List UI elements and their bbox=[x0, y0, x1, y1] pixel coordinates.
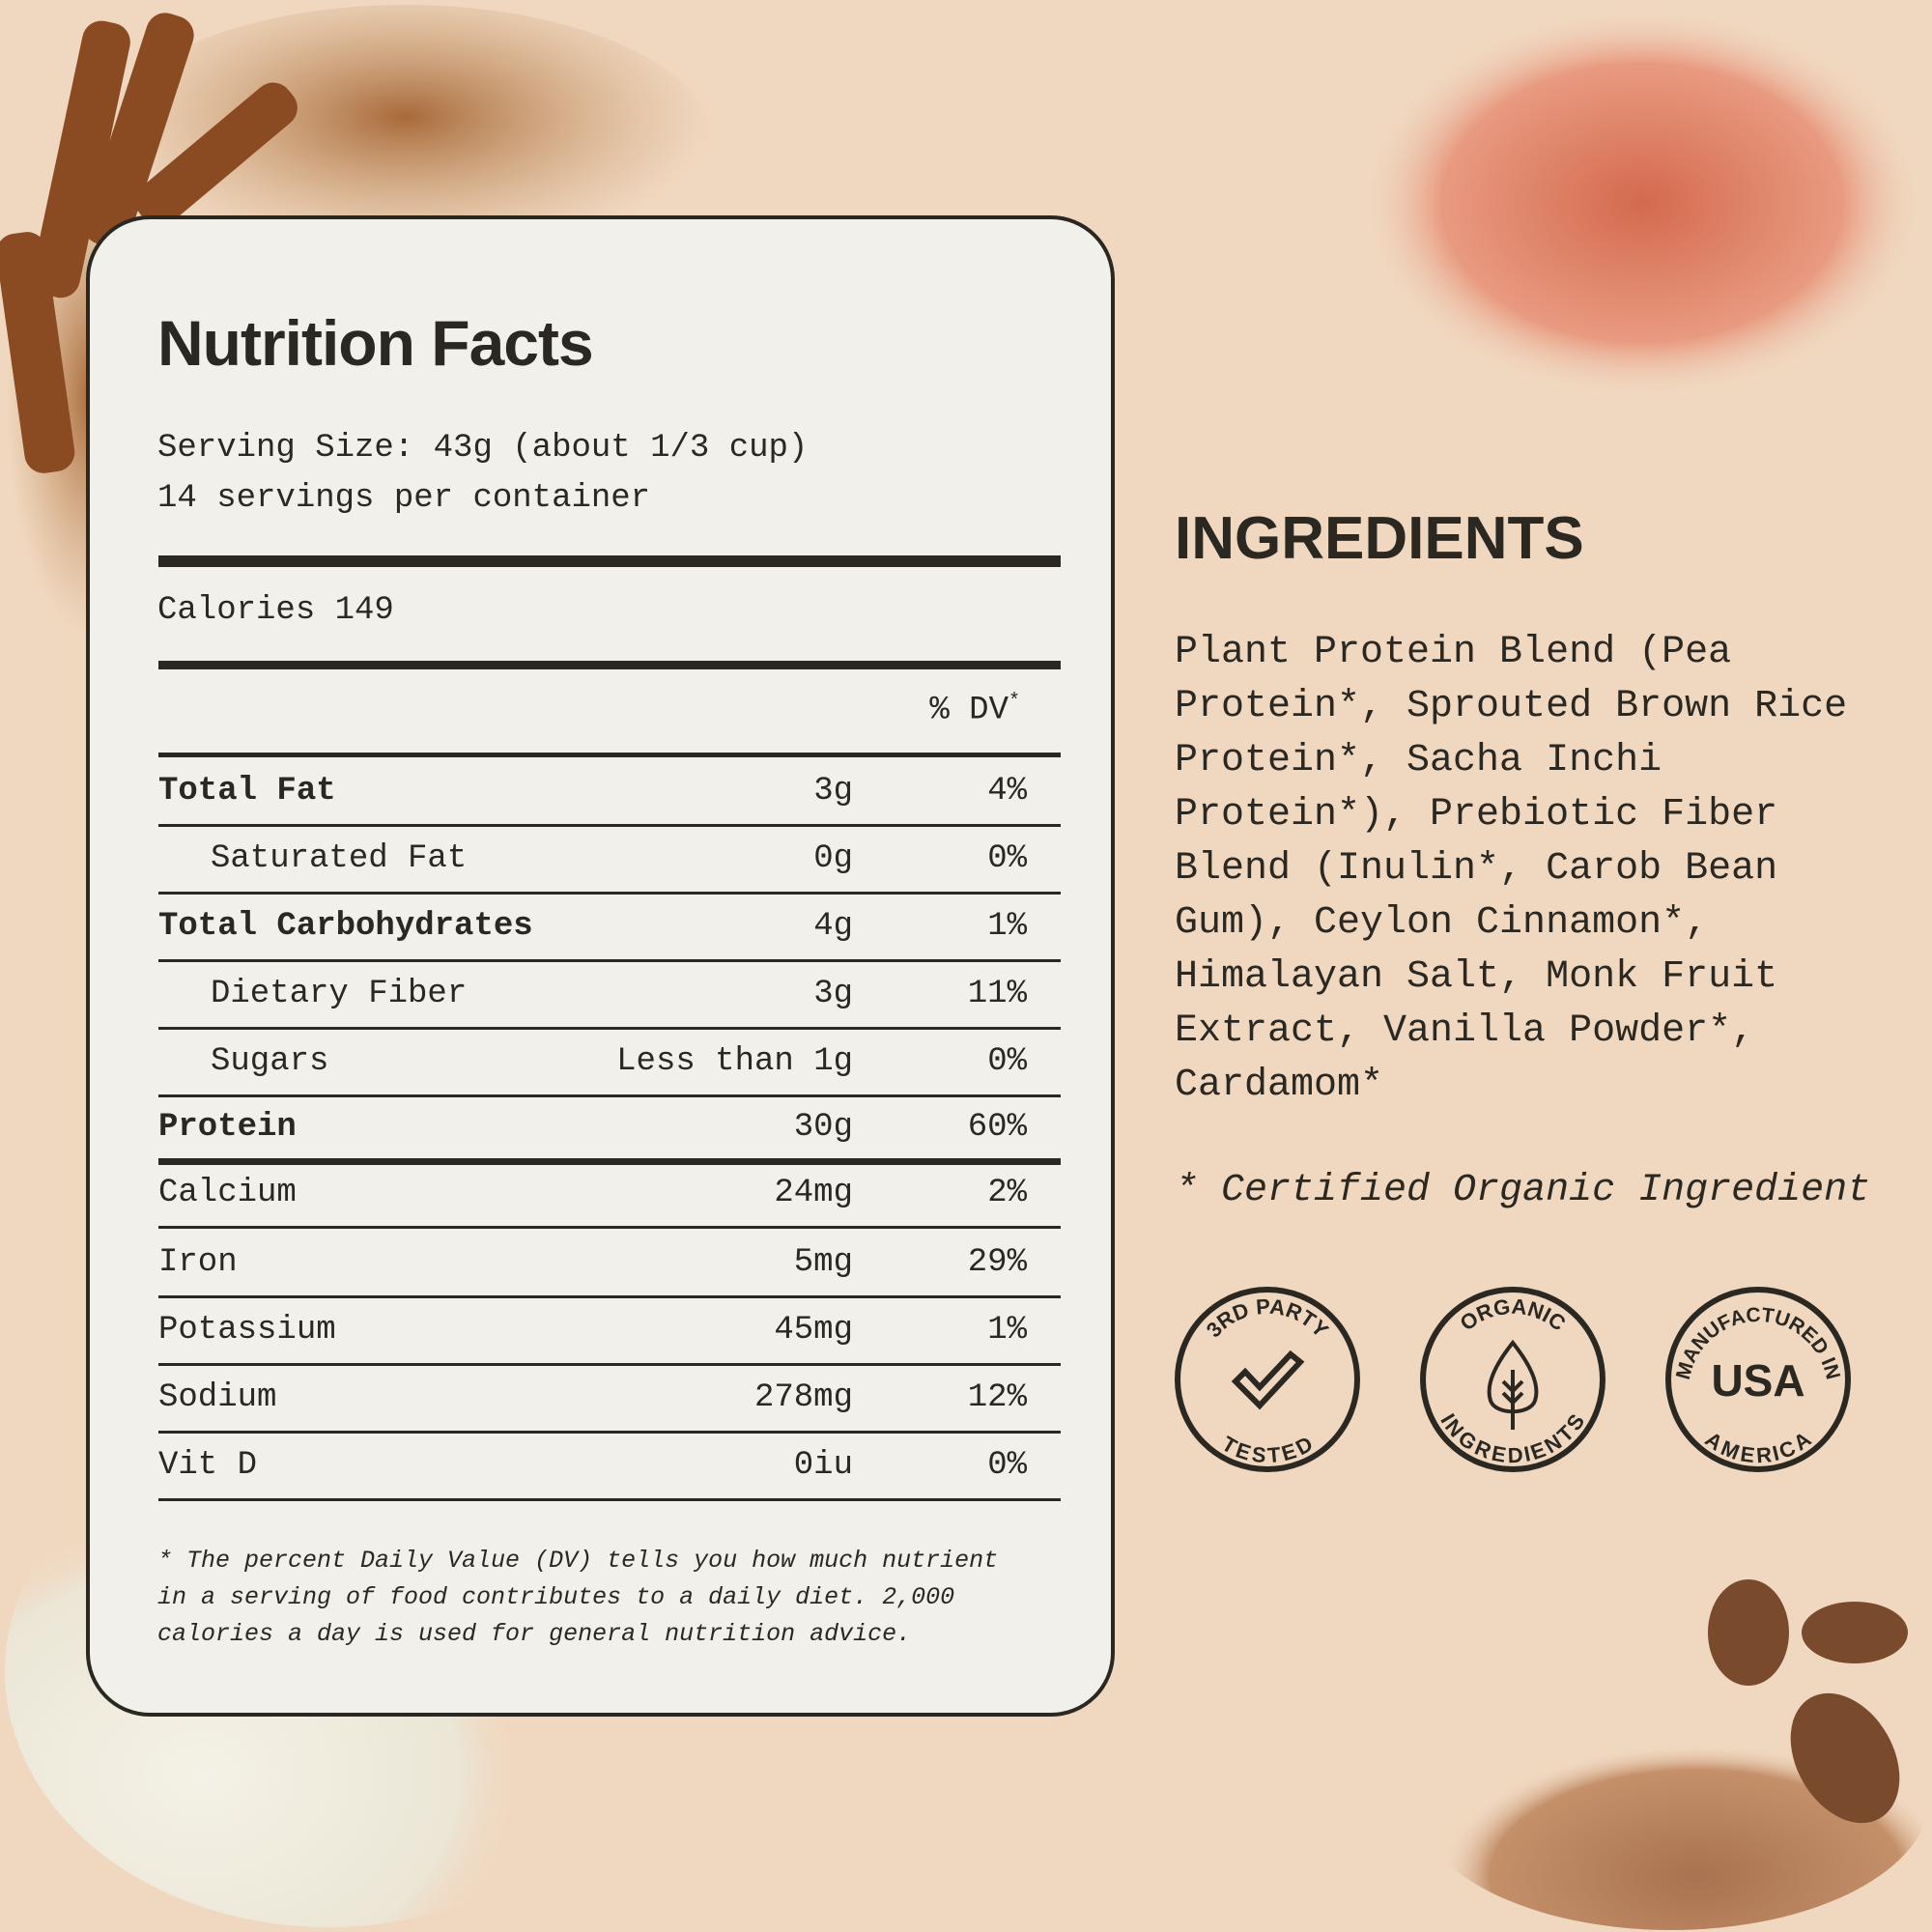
nutrient-row: Dietary Fiber 3g 11% bbox=[158, 961, 1061, 1027]
nutrient-amount: 4g bbox=[813, 908, 853, 945]
dv-asterisk: * bbox=[1008, 691, 1020, 713]
certified-organic-note: * Certified Organic Ingredient bbox=[1175, 1169, 1871, 1212]
nutrient-row: Sugars Less than 1g 0% bbox=[158, 1029, 1061, 1094]
divider bbox=[158, 753, 1061, 757]
row-divider bbox=[158, 1158, 1061, 1165]
nutrient-amount: 30g bbox=[793, 1109, 853, 1146]
row-divider bbox=[158, 892, 1061, 895]
nutrient-amount: Less than 1g bbox=[616, 1043, 853, 1080]
serving-size: Serving Size: 43g (about 1/3 cup) bbox=[157, 430, 809, 467]
nutrient-dv: 0% bbox=[987, 1043, 1027, 1080]
nutrition-title: Nutrition Facts bbox=[157, 307, 594, 379]
nutrient-name: Vit D bbox=[158, 1447, 258, 1484]
nutrient-amount: 24mg bbox=[774, 1175, 853, 1211]
row-divider bbox=[158, 824, 1061, 827]
made-in-usa-badge: MANUFACTURED IN USA AMERICA bbox=[1665, 1287, 1851, 1472]
nutrient-dv: 60% bbox=[967, 1109, 1027, 1146]
nutrient-dv: 0% bbox=[987, 840, 1027, 877]
nutrient-name: Dietary Fiber bbox=[211, 976, 468, 1012]
nutrient-row: Calcium 24mg 2% bbox=[158, 1160, 1061, 1226]
nutrient-dv: 11% bbox=[967, 976, 1027, 1012]
nutrient-dv: 29% bbox=[967, 1244, 1027, 1281]
nutrient-name: Sugars bbox=[211, 1043, 329, 1080]
nutrient-row: Protein 30g 60% bbox=[158, 1094, 1061, 1160]
himalayan-salt-image bbox=[1357, 5, 1927, 401]
row-divider bbox=[158, 959, 1061, 962]
row-divider bbox=[158, 1226, 1061, 1229]
row-divider bbox=[158, 1295, 1061, 1298]
nutrient-name: Total Carbohydrates bbox=[158, 908, 533, 945]
nutrient-amount: 45mg bbox=[774, 1312, 853, 1349]
nutrient-row: Sodium 278mg 12% bbox=[158, 1365, 1061, 1431]
nutrient-dv: 0% bbox=[987, 1447, 1027, 1484]
nutrient-row: Iron 5mg 29% bbox=[158, 1230, 1061, 1295]
row-divider bbox=[158, 1363, 1061, 1366]
nutrient-row: Total Carbohydrates 4g 1% bbox=[158, 894, 1061, 959]
nutrient-name: Total Fat bbox=[158, 773, 336, 810]
dv-header: % DV* bbox=[929, 691, 1020, 728]
dv-header-label: % DV bbox=[929, 692, 1009, 729]
checkmark-icon bbox=[1231, 1350, 1305, 1410]
nutrient-name: Sodium bbox=[158, 1379, 277, 1416]
servings-per-container: 14 servings per container bbox=[157, 480, 651, 517]
nutrient-row: Total Fat 3g 4% bbox=[158, 758, 1061, 824]
nutrient-dv: 2% bbox=[987, 1175, 1027, 1211]
nutrient-row: Vit D 0iu 0% bbox=[158, 1433, 1061, 1498]
leaf-icon bbox=[1487, 1339, 1539, 1430]
nutrient-name: Potassium bbox=[158, 1312, 336, 1349]
nutrient-dv: 1% bbox=[987, 908, 1027, 945]
divider bbox=[158, 661, 1061, 669]
ingredients-heading: INGREDIENTS bbox=[1175, 505, 1584, 572]
calories: Calories 149 bbox=[157, 592, 394, 629]
cardamom-image bbox=[1412, 1579, 1930, 1930]
nutrient-dv: 12% bbox=[967, 1379, 1027, 1416]
nutrient-amount: 0g bbox=[813, 840, 853, 877]
nutrient-dv: 1% bbox=[987, 1312, 1027, 1349]
nutrient-amount: 278mg bbox=[753, 1379, 853, 1416]
badge-usa-text: USA bbox=[1711, 1355, 1804, 1406]
nutrient-dv: 4% bbox=[987, 773, 1027, 810]
nutrient-row: Saturated Fat 0g 0% bbox=[158, 826, 1061, 892]
nutrient-amount: 3g bbox=[813, 773, 853, 810]
organic-ingredients-badge: ORGANIC INGREDIENTS bbox=[1420, 1287, 1605, 1472]
divider bbox=[158, 555, 1061, 567]
nutrient-name: Iron bbox=[158, 1244, 238, 1281]
row-divider bbox=[158, 1431, 1061, 1434]
nutrition-facts-panel: Nutrition Facts Serving Size: 43g (about… bbox=[86, 215, 1115, 1717]
dv-footnote: * The percent Daily Value (DV) tells you… bbox=[157, 1547, 999, 1648]
row-divider bbox=[158, 1027, 1061, 1030]
row-divider bbox=[158, 1094, 1061, 1097]
row-divider bbox=[158, 1498, 1061, 1501]
nutrient-row: Potassium 45mg 1% bbox=[158, 1297, 1061, 1363]
nutrient-name: Saturated Fat bbox=[211, 840, 468, 877]
nutrient-name: Calcium bbox=[158, 1175, 297, 1211]
ingredients-list: Plant Protein Blend (Pea Protein*, Sprou… bbox=[1175, 631, 1848, 1107]
third-party-tested-badge: 3RD PARTY TESTED bbox=[1175, 1287, 1360, 1472]
nutrient-amount: 0iu bbox=[793, 1447, 853, 1484]
nutrient-amount: 5mg bbox=[793, 1244, 853, 1281]
nutrient-name: Protein bbox=[158, 1109, 297, 1146]
nutrient-amount: 3g bbox=[813, 976, 853, 1012]
